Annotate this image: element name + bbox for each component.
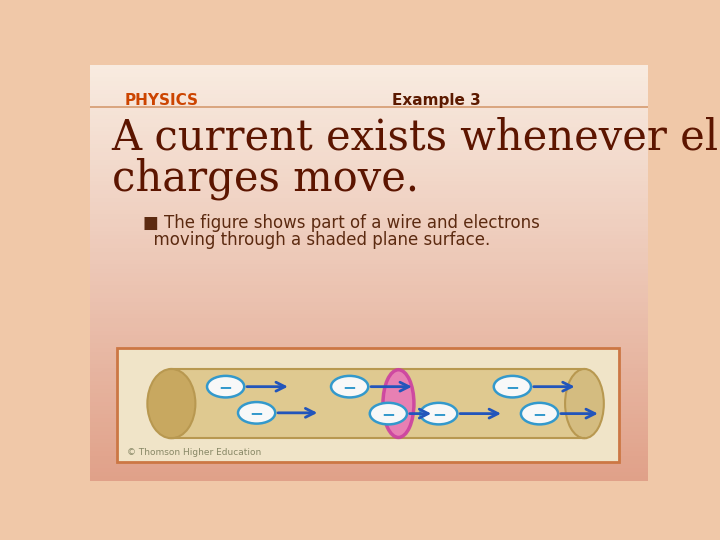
Ellipse shape	[521, 403, 558, 424]
FancyBboxPatch shape	[117, 348, 619, 462]
Text: −: −	[432, 404, 446, 423]
Text: −: −	[250, 404, 264, 422]
Text: −: −	[505, 377, 519, 396]
Text: −: −	[219, 377, 233, 396]
Bar	[168, 369, 586, 438]
Ellipse shape	[383, 370, 414, 437]
Text: moving through a shaded plane surface.: moving through a shaded plane surface.	[143, 231, 490, 249]
Ellipse shape	[494, 376, 531, 397]
Text: −: −	[382, 404, 395, 423]
Ellipse shape	[207, 376, 244, 397]
Text: © Thomson Higher Education: © Thomson Higher Education	[127, 448, 261, 457]
Ellipse shape	[370, 403, 407, 424]
Text: −: −	[343, 377, 356, 396]
Text: PHYSICS: PHYSICS	[125, 93, 199, 109]
Text: charges move.: charges move.	[112, 158, 419, 200]
Ellipse shape	[238, 402, 275, 423]
Text: A current exists whenever electric: A current exists whenever electric	[112, 117, 720, 159]
Text: −: −	[533, 404, 546, 423]
Text: ■ The figure shows part of a wire and electrons: ■ The figure shows part of a wire and el…	[143, 214, 539, 232]
Ellipse shape	[420, 403, 457, 424]
Ellipse shape	[148, 369, 195, 438]
Ellipse shape	[331, 376, 368, 397]
Ellipse shape	[565, 369, 604, 438]
Text: Example 3: Example 3	[392, 93, 481, 109]
